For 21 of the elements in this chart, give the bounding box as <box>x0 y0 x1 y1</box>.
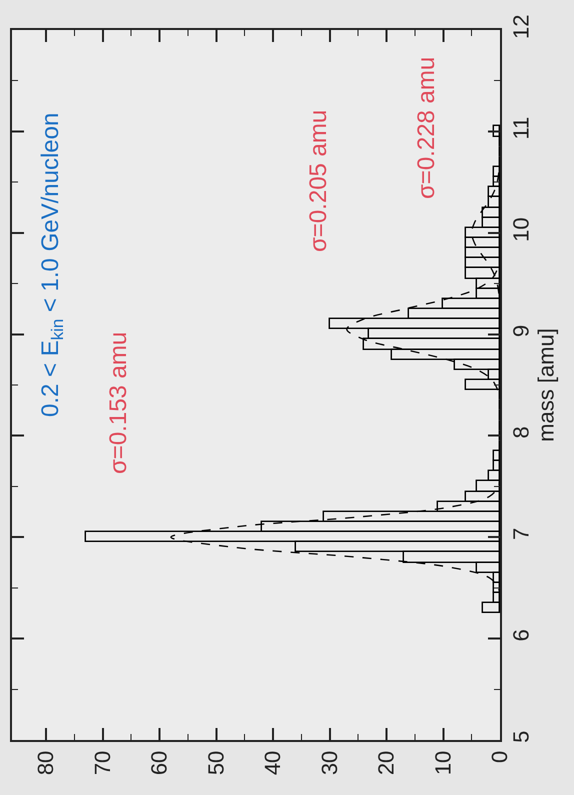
x-tick-label: 70 <box>90 750 115 776</box>
y-tick-label: 5 <box>508 730 534 743</box>
x-tick-label: 0 <box>487 750 512 763</box>
y-tick-label: 8 <box>508 426 534 439</box>
x-tick-label: 30 <box>316 750 342 776</box>
y-tick-label: 10 <box>508 217 534 242</box>
y-tick-label: 9 <box>508 324 534 338</box>
x-tick-label: 20 <box>374 750 399 776</box>
x-tick-label: 10 <box>430 750 456 776</box>
annotation: σ=0.228 amu <box>413 56 440 199</box>
x-tick-label: 50 <box>203 750 228 776</box>
x-tick-label: 40 <box>260 750 286 776</box>
y-tick-label: 7 <box>508 528 534 540</box>
annotation: σ=0.153 amu <box>105 332 132 474</box>
y-tick-label: 12 <box>508 14 534 39</box>
y-tick-label: 6 <box>508 629 534 642</box>
y-tick-label: 11 <box>508 116 534 140</box>
x-tick-label: 60 <box>146 750 172 776</box>
x-tick-label: 80 <box>33 750 58 776</box>
y-axis-title: mass [amu] <box>534 328 559 442</box>
annotation: σ=0.205 amu <box>305 110 332 252</box>
